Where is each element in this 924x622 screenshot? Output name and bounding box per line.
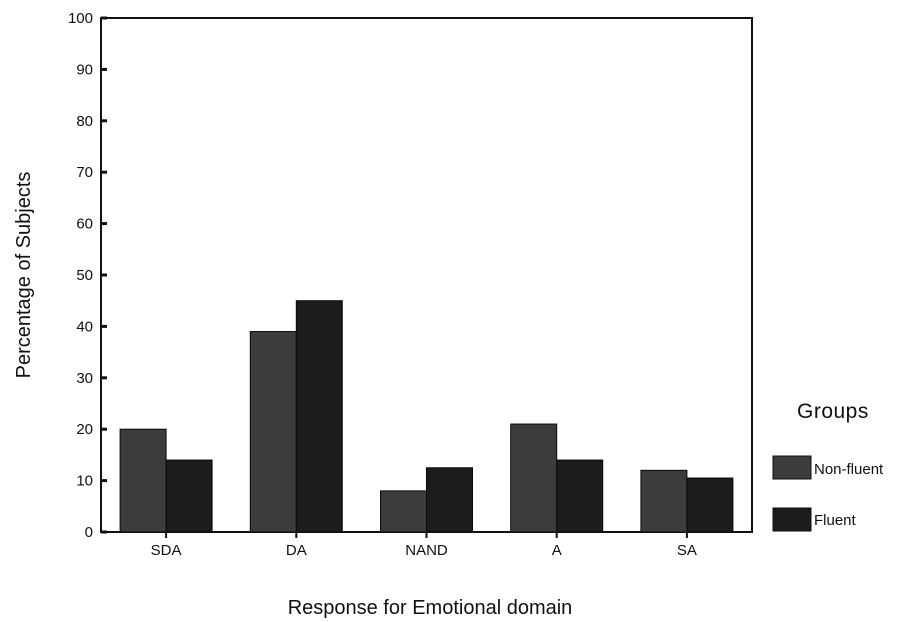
bar-fluent-sda bbox=[165, 459, 213, 533]
bar-fluent-da bbox=[295, 300, 343, 533]
bar-fluent-sa bbox=[686, 477, 734, 533]
bar-non-fluent-a bbox=[510, 423, 558, 533]
y-tick-label: 70 bbox=[76, 164, 93, 181]
y-tick-label: 0 bbox=[85, 524, 93, 541]
y-tick-label: 20 bbox=[76, 421, 93, 438]
legend-swatch-fluent bbox=[772, 507, 812, 532]
legend-swatch-non-fluent bbox=[772, 455, 812, 480]
x-axis-title: Response for Emotional domain bbox=[288, 597, 573, 619]
y-tick-label: 40 bbox=[76, 318, 93, 335]
y-tick-label: 30 bbox=[76, 370, 93, 387]
bar-non-fluent-da bbox=[249, 331, 297, 533]
x-tick-label: SA bbox=[677, 542, 697, 559]
y-tick-label: 80 bbox=[76, 113, 93, 130]
bars bbox=[119, 300, 734, 533]
y-tick-label: 10 bbox=[76, 473, 93, 490]
y-tick-label: 90 bbox=[76, 61, 93, 78]
legend-label-non-fluent: Non-fluent bbox=[814, 461, 884, 478]
x-tick-label: NAND bbox=[405, 542, 448, 559]
y-axis-title: Percentage of Subjects bbox=[13, 172, 35, 379]
bar-fluent-a bbox=[556, 459, 604, 533]
bar-fluent-nand bbox=[426, 467, 473, 533]
legend-title: Groups bbox=[797, 400, 869, 423]
y-tick-label: 100 bbox=[68, 10, 93, 27]
plot-area bbox=[100, 17, 753, 533]
bar-non-fluent-sda bbox=[119, 428, 167, 533]
x-axis-categories: SDA DA NAND A SA bbox=[151, 532, 697, 559]
legend-label-fluent: Fluent bbox=[814, 512, 857, 529]
legend: Groups Non-fluent Fluent bbox=[772, 400, 884, 532]
x-tick-label: SDA bbox=[151, 542, 182, 559]
x-tick-label: A bbox=[552, 542, 562, 559]
y-tick-label: 60 bbox=[76, 216, 93, 233]
y-axis-ticks: 0 10 20 30 40 50 60 70 80 90 100 bbox=[68, 10, 107, 541]
x-tick-label: DA bbox=[286, 542, 307, 559]
y-tick-label: 50 bbox=[76, 267, 93, 284]
bar-non-fluent-sa bbox=[640, 469, 688, 533]
bar-non-fluent-nand bbox=[380, 490, 427, 533]
